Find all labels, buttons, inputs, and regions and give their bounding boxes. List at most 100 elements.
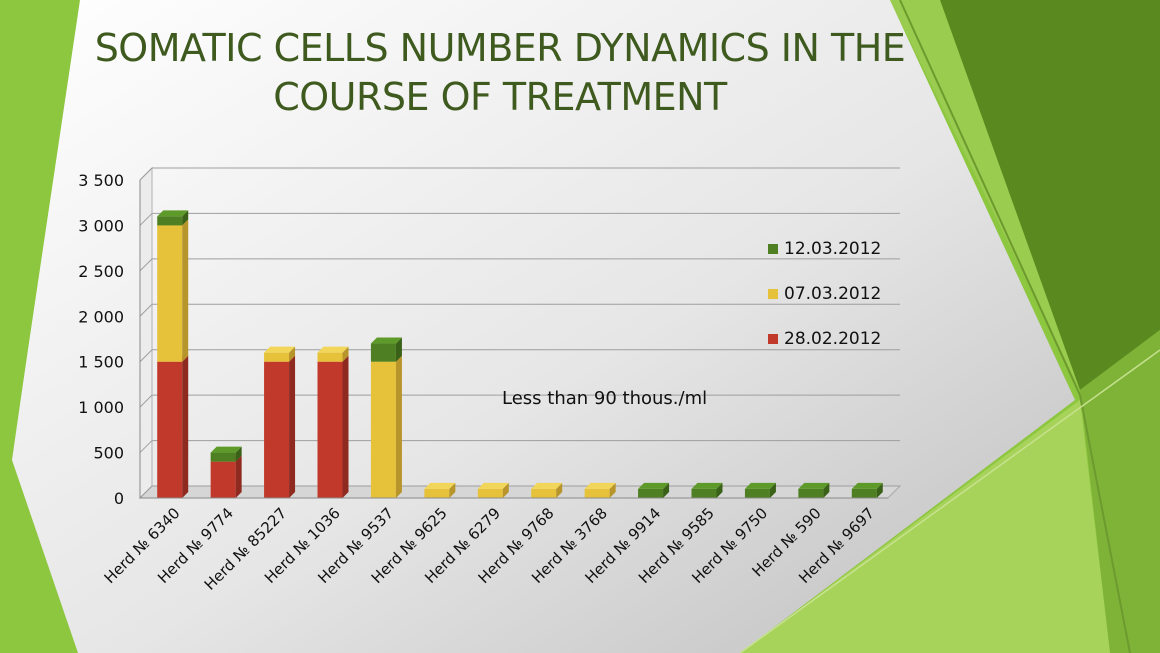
bar-front: [584, 488, 610, 498]
gridline-diagonal: [139, 440, 153, 453]
bar-side: [235, 446, 242, 462]
accent-line-1: [899, 0, 1081, 396]
bar-top: [370, 337, 402, 344]
bottom-right-accent-shape: [740, 400, 1110, 653]
bar-top: [477, 482, 509, 489]
y-tick-label: 0: [114, 489, 124, 508]
bar-segment: [157, 355, 189, 498]
bar-front: [531, 488, 557, 498]
bar-side: [609, 482, 616, 498]
bar-segment: [691, 482, 723, 498]
legend-label: 07.03.2012: [784, 284, 881, 304]
accent-line-3: [739, 349, 1160, 653]
y-tick-label: 2 500: [78, 262, 124, 281]
bar-side: [395, 337, 402, 362]
bar-segment: [210, 455, 242, 498]
bar-side: [342, 355, 349, 498]
y-tick-label: 3 000: [78, 216, 124, 235]
bar-front: [851, 488, 877, 498]
chart-bars: [157, 210, 883, 498]
slide-title-line-2: COURSE OF TREATMENT: [273, 75, 727, 119]
bar-side: [663, 482, 670, 498]
bar-side: [769, 482, 776, 498]
bar-top: [851, 482, 883, 489]
bar-side: [395, 355, 402, 498]
bar-front: [264, 361, 290, 498]
chart-annotation: Less than 90 thous./ml: [502, 388, 707, 409]
y-tick-label: 3 500: [78, 171, 124, 190]
bar-top: [798, 482, 830, 489]
chart-legend: 12.03.2012 07.03.2012 28.02.2012 Less than …: [502, 239, 881, 409]
y-tick-label: 500: [93, 444, 124, 463]
bar-side: [449, 482, 456, 498]
bar-front: [157, 361, 183, 498]
bar-side: [289, 355, 296, 498]
bar-segment: [477, 482, 509, 498]
legend-label: 12.03.2012: [784, 239, 881, 259]
bar-side: [502, 482, 509, 498]
right-accent-shape-lower: [1080, 330, 1160, 653]
gridline-diagonal: [139, 349, 153, 363]
bar-top: [424, 482, 456, 489]
bar-front: [317, 352, 343, 362]
bar-top: [157, 210, 189, 217]
bar-side: [556, 482, 563, 498]
legend-swatch: [768, 289, 778, 299]
bar-front: [477, 488, 503, 498]
bar-top: [638, 482, 670, 489]
bar-segment: [798, 482, 830, 498]
bar-top: [744, 482, 776, 489]
bar-segment: [264, 346, 296, 362]
bar-front: [424, 488, 450, 498]
bar-side: [823, 482, 830, 498]
y-tick-label: 1 500: [78, 353, 124, 372]
bar-segment: [210, 446, 242, 462]
right-accent-shape-dark: [940, 0, 1160, 390]
bar-segment: [424, 482, 456, 498]
bar-side: [342, 346, 349, 362]
bar-front: [370, 361, 396, 498]
bar-side: [182, 210, 189, 226]
bar-front: [157, 216, 183, 226]
left-accent-shape: [0, 0, 80, 653]
bar-top: [584, 482, 616, 489]
y-tick-label: 2 000: [78, 307, 124, 326]
chart-floor: [138, 485, 902, 499]
bar-front: [317, 361, 343, 498]
legend-swatch: [768, 334, 778, 344]
bar-segment: [264, 355, 296, 498]
bar-side: [235, 455, 242, 498]
bar-front: [210, 461, 236, 498]
bar-side: [182, 219, 189, 362]
bar-front: [157, 225, 183, 362]
legend-label: 28.02.2012: [784, 329, 881, 349]
bar-segment: [370, 337, 402, 362]
bar-top: [531, 482, 563, 489]
bar-segment: [584, 482, 616, 498]
slide-title: SOMATIC CELLS NUMBER DYNAMICS IN THE COU…: [40, 24, 960, 122]
y-tick-label: 1 000: [78, 398, 124, 417]
bar-front: [744, 488, 770, 498]
gridline-diagonal: [139, 258, 153, 272]
bar-front: [210, 452, 236, 462]
bar-segment: [317, 346, 349, 362]
bar-segment: [531, 482, 563, 498]
bar-segment: [638, 482, 670, 498]
bar-front: [691, 488, 717, 498]
bar-side: [716, 482, 723, 498]
bar-top: [317, 346, 349, 353]
bar-side: [182, 355, 189, 498]
gridline-diagonal: [139, 303, 153, 317]
legend-swatch: [768, 244, 778, 254]
bar-top: [210, 446, 242, 453]
bar-segment: [317, 355, 349, 498]
bar-side: [876, 482, 883, 498]
bar-segment: [370, 355, 402, 498]
bar-segment: [744, 482, 776, 498]
bar-segment: [157, 219, 189, 362]
bar-top: [691, 482, 723, 489]
bar-front: [798, 488, 824, 498]
